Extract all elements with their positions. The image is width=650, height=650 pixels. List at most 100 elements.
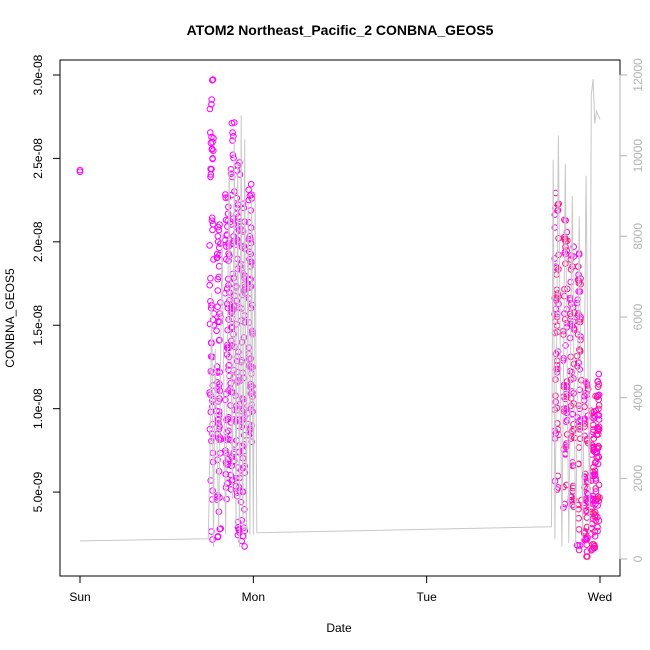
data-point — [238, 305, 245, 312]
data-point — [578, 496, 585, 504]
data-point — [588, 520, 596, 528]
data-point — [208, 437, 215, 445]
data-point — [563, 247, 571, 254]
data-point — [238, 537, 245, 545]
data-point — [206, 242, 213, 249]
data-point — [595, 412, 603, 419]
data-point — [222, 396, 229, 404]
data-point — [570, 243, 578, 250]
data-point — [208, 96, 215, 103]
data-point — [594, 442, 602, 450]
data-point — [555, 235, 562, 242]
data-point — [217, 525, 224, 532]
data-point — [230, 132, 237, 140]
data-point — [593, 496, 600, 503]
data-point — [248, 370, 255, 377]
y2-tick-label: 12000 — [631, 58, 645, 92]
data-point — [208, 214, 216, 222]
data-point — [590, 510, 597, 517]
data-point — [214, 233, 222, 240]
data-point — [552, 376, 559, 383]
data-point — [570, 421, 577, 428]
data-point — [210, 147, 217, 154]
data-point — [562, 250, 569, 258]
data-point — [239, 369, 247, 377]
data-point — [593, 454, 601, 461]
data-point — [215, 436, 223, 443]
data-point — [209, 226, 216, 234]
data-point — [562, 243, 569, 251]
data-point — [217, 299, 224, 306]
data-point — [207, 139, 215, 147]
data-point — [567, 402, 575, 410]
data-point — [592, 475, 600, 482]
data-point — [588, 441, 596, 449]
data-point — [209, 220, 217, 228]
data-point — [575, 526, 583, 533]
data-point — [207, 173, 214, 181]
data-point — [583, 514, 591, 521]
data-point — [224, 210, 232, 217]
data-point — [207, 298, 214, 305]
data-point — [207, 129, 214, 136]
data-point — [583, 548, 591, 555]
data-point — [575, 460, 582, 468]
data-point — [210, 256, 217, 263]
data-point — [560, 381, 568, 389]
data-point — [567, 266, 575, 273]
data-point — [568, 368, 576, 376]
data-point — [229, 129, 236, 136]
x-tick-label: Tue — [417, 590, 438, 604]
data-point — [584, 534, 591, 542]
y-tick-label: 2.0e-08 — [31, 221, 45, 262]
data-point — [562, 260, 569, 268]
data-point — [216, 221, 223, 228]
data-point — [223, 243, 230, 250]
data-point — [575, 359, 583, 367]
data-point — [214, 275, 222, 283]
data-point — [581, 403, 588, 411]
data-point — [236, 171, 244, 178]
data-point — [594, 392, 602, 399]
data-point — [227, 486, 235, 493]
data-point — [215, 425, 223, 433]
data-point — [576, 346, 583, 353]
y2-tick-label: 4000 — [631, 384, 645, 411]
data-point — [208, 101, 215, 108]
data-point — [576, 366, 584, 373]
data-point — [229, 137, 236, 144]
data-point — [581, 505, 588, 512]
y-axis-title: CONBNA_GEOS5 — [3, 268, 17, 368]
data-point — [554, 420, 561, 427]
data-point — [236, 227, 243, 234]
y-axis: 5.0e-09 1.0e-08 1.5e-08 2.0e-08 2.5e-08 3.0e-… — [31, 54, 61, 512]
data-point — [592, 407, 600, 415]
data-point — [247, 207, 255, 214]
data-point — [595, 396, 603, 404]
data-point — [226, 297, 233, 304]
data-point — [577, 435, 584, 443]
data-point — [76, 166, 84, 174]
data-point — [584, 553, 591, 560]
y-tick-label: 3.0e-08 — [31, 54, 45, 95]
y2-axis: 0 2000 4000 6000 8000 10000 12000 — [619, 58, 645, 562]
y-tick-label: 1.0e-08 — [31, 388, 45, 429]
data-point — [228, 324, 235, 331]
data-point — [567, 256, 575, 263]
data-point — [566, 334, 574, 342]
data-point — [209, 536, 216, 543]
x-axis-title: Date — [326, 621, 352, 635]
data-point — [595, 453, 602, 460]
x-tick-label: Wed — [588, 590, 612, 604]
data-point — [224, 455, 232, 463]
data-point — [237, 467, 245, 474]
data-point — [595, 431, 602, 438]
data-point — [573, 542, 581, 549]
x-tick-label: Mon — [242, 590, 265, 604]
data-point — [575, 515, 583, 522]
data-point — [595, 391, 603, 399]
data-point — [591, 532, 599, 540]
data-point — [229, 151, 237, 159]
data-point — [215, 337, 223, 344]
data-point — [239, 200, 247, 208]
